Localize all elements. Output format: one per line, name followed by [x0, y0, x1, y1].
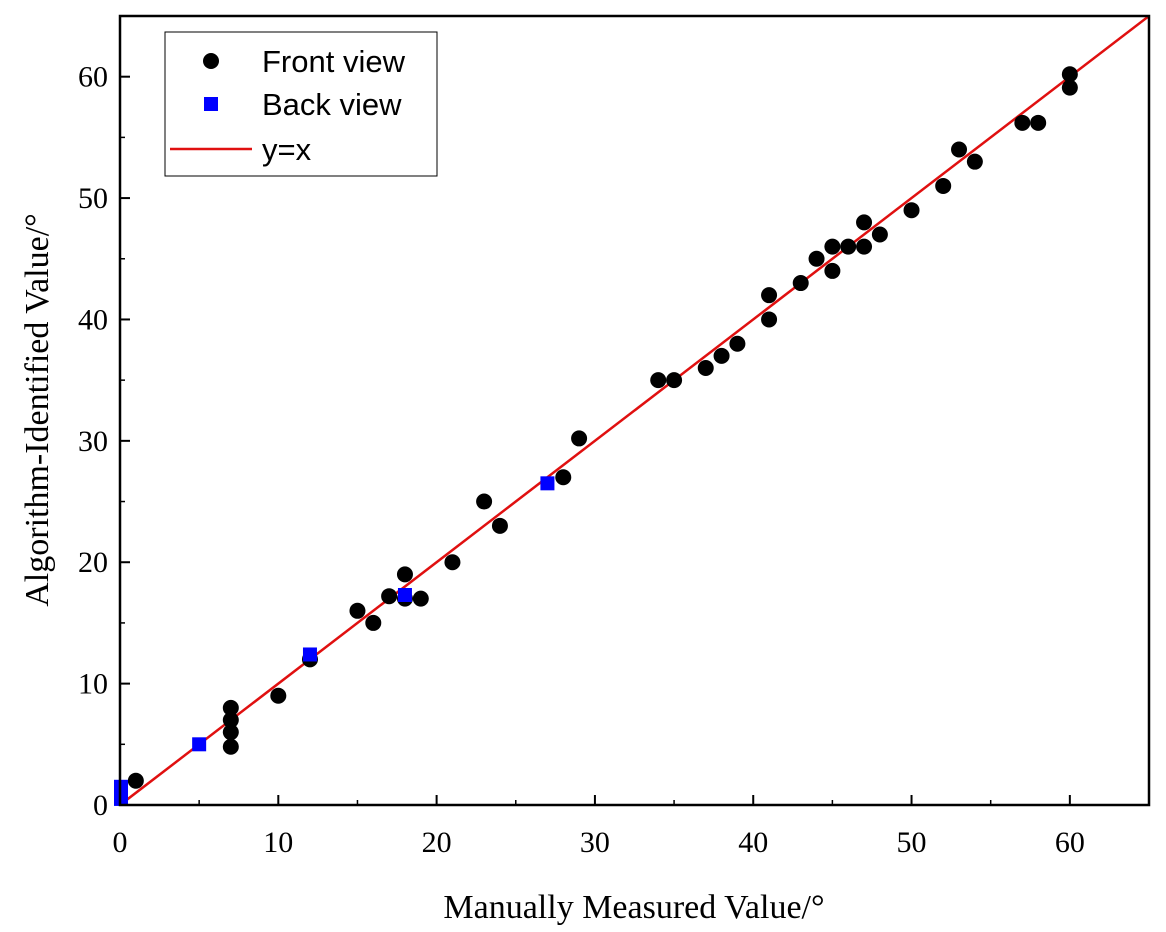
front-view-point: [270, 687, 287, 704]
front-view-point: [1014, 114, 1031, 131]
front-view-point: [935, 177, 952, 194]
legend: Front view Back view y=x: [164, 31, 438, 177]
front-view-point: [1061, 66, 1078, 83]
x-tick-label: 0: [113, 826, 128, 859]
y-tick-label: 30: [78, 425, 108, 458]
front-view-point: [824, 262, 841, 279]
x-tick-label: 50: [897, 826, 927, 859]
front-view-point: [713, 347, 730, 364]
front-view-point: [127, 772, 144, 789]
y-tick-label: 0: [93, 789, 108, 822]
y-tick-label: 10: [78, 668, 108, 701]
legend-back-marker: [204, 97, 218, 111]
front-view-point: [222, 738, 239, 755]
front-view-point: [222, 712, 239, 729]
plot-frame: [118, 14, 1151, 807]
y-tick-label: 60: [78, 61, 108, 94]
front-view-point: [222, 724, 239, 741]
front-view-point: [349, 602, 366, 619]
front-view-point: [951, 141, 968, 158]
back-view-point: [192, 737, 207, 752]
legend-line-label: y=x: [262, 132, 312, 167]
data-points-layer: [114, 66, 1078, 806]
front-view-point: [1061, 79, 1078, 96]
front-view-point: [871, 226, 888, 243]
front-view-point: [222, 699, 239, 716]
x-tick-label: 20: [422, 826, 452, 859]
front-view-point: [729, 335, 746, 352]
y-tick-label: 20: [78, 546, 108, 579]
front-view-point: [824, 238, 841, 255]
legend-front-marker: [203, 53, 219, 69]
front-view-point: [1030, 114, 1047, 131]
back-view-point: [397, 588, 412, 603]
front-view-point: [476, 493, 493, 510]
front-view-point: [555, 469, 572, 486]
legend-back-label: Back view: [262, 87, 402, 122]
front-view-point: [761, 311, 778, 328]
front-view-point: [412, 590, 429, 607]
front-view-point: [792, 275, 809, 292]
back-view-point: [540, 476, 555, 491]
x-tick-label: 30: [580, 826, 610, 859]
front-view-point: [396, 566, 413, 583]
x-tick-label: 10: [263, 826, 293, 859]
front-view-point: [666, 372, 683, 389]
legend-front-label: Front view: [262, 44, 406, 79]
x-axis-title: Manually Measured Value/°: [443, 889, 824, 926]
front-view-point: [903, 202, 920, 219]
x-tick-label: 60: [1055, 826, 1085, 859]
y-equals-x-line: [119, 15, 1150, 806]
y-tick-label: 40: [78, 303, 108, 336]
y-tick-label: 50: [78, 182, 108, 215]
front-view-point: [650, 372, 667, 389]
front-view-point: [571, 430, 588, 447]
front-view-point: [966, 153, 983, 170]
front-view-point: [856, 214, 873, 231]
axis-ticks: 0 10 20 30 40 50 60 0 10 20 30 40 50 60: [78, 61, 1085, 859]
front-view-point: [808, 250, 825, 267]
front-view-point: [856, 238, 873, 255]
y-axis-title: Algorithm-Identified Value/°: [19, 213, 56, 607]
front-view-point: [365, 614, 382, 631]
front-view-point: [697, 360, 714, 377]
front-view-point: [381, 588, 398, 605]
front-view-point: [761, 287, 778, 304]
back-view-point: [302, 647, 317, 662]
front-view-point: [491, 517, 508, 534]
front-view-point: [840, 238, 857, 255]
front-view-point: [444, 554, 461, 571]
fit-line-layer: [119, 15, 1150, 806]
x-tick-label: 40: [738, 826, 768, 859]
